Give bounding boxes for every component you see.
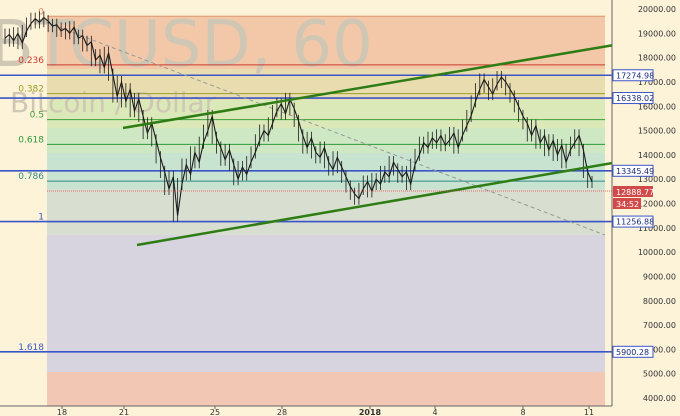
hline-tag-1: 16338.02	[616, 94, 654, 103]
y-tick-10: 10000.00	[638, 248, 676, 257]
price-series	[4, 11, 593, 222]
fib-label-2: 0.382	[18, 85, 44, 95]
hline-tag-bg-1	[612, 92, 654, 105]
zone-05-0618	[47, 128, 605, 153]
y-tick-4: 16000.00	[638, 102, 676, 111]
zone-below-1618	[47, 372, 605, 406]
bottom-axis-background	[0, 406, 680, 416]
x-tick-labels: 18 21 25 28 2018 4 8 11	[57, 406, 594, 416]
y-tick-3: 17000.00	[638, 78, 676, 87]
y-tick-14: 6000.00	[643, 345, 676, 354]
y-tick-7: 13000.00	[638, 175, 676, 184]
x-tick-5: 4	[432, 408, 437, 416]
watermark-symbol: BTCUSD, 60	[0, 8, 373, 82]
y-tick-5: 15000.00	[638, 127, 676, 136]
y-tick-12: 8000.00	[643, 297, 676, 306]
y-tick-labels: 20000.00 19000.00 18000.00 17000.00 16000.00…	[638, 5, 676, 403]
fib-label-0: 0	[38, 7, 44, 17]
current-price-label: 12888.77	[616, 188, 654, 197]
channel-upper-line	[122, 42, 621, 130]
countdown-label: 34:52	[616, 200, 639, 209]
y-tick-9: 11000.00	[638, 224, 676, 233]
y-tick-2: 18000.00	[638, 54, 676, 63]
fib-label-4: 0.618	[18, 135, 44, 145]
hline-tag-3: 11256.88	[616, 218, 654, 227]
zone-0-0236	[47, 17, 605, 69]
fib-label-7: 1.618	[18, 343, 44, 353]
countdown-tag-bg	[613, 198, 641, 209]
x-tick-0: 18	[57, 408, 67, 416]
x-tick-7: 11	[584, 408, 594, 416]
trend-channel	[122, 42, 631, 247]
hline-tag-bg-4	[612, 345, 654, 358]
current-price-tag: 12888.77 34:52	[613, 186, 654, 209]
y-tick-15: 5000.00	[643, 370, 676, 379]
y-tick-1: 19000.00	[638, 29, 676, 38]
x-tick-6: 8	[520, 408, 525, 416]
hline-tag-bg-0	[612, 69, 654, 82]
y-tick-0: 20000.00	[638, 5, 676, 14]
x-tick-2: 25	[210, 408, 220, 416]
watermark-name: Bitcoin / Dollar	[10, 86, 217, 119]
y-tick-6: 14000.00	[638, 151, 676, 160]
hline-tag-4: 5900.28	[616, 348, 649, 357]
x-tick-1: 21	[119, 408, 129, 416]
watermark: BTCUSD, 60 Bitcoin / Dollar	[0, 8, 373, 119]
x-tick-4: 2018	[359, 408, 382, 416]
y-tick-8: 12000.00	[638, 200, 676, 209]
zone-1-1618	[47, 235, 605, 372]
hline-tag-2: 13345.49	[616, 167, 654, 176]
fib-label-1: 0.236	[18, 56, 44, 66]
y-tick-16: 4000.00	[643, 394, 676, 403]
current-price-tag-bg	[613, 186, 653, 197]
fib-label-6: 1	[38, 213, 44, 223]
descending-dashed-trendline	[39, 19, 606, 236]
fib-label-3: 0.5	[30, 111, 44, 121]
bottom-axis: 18 21 25 28 2018 4 8 11	[0, 405, 680, 416]
hline-tag-0: 17274.98	[616, 71, 654, 80]
hline-tag-bg-2	[612, 164, 654, 177]
y-tick-13: 7000.00	[643, 321, 676, 330]
price-tags: 17274.98 16338.02 13345.49 11256.88 5900.28	[612, 69, 654, 358]
x-tick-3: 28	[277, 408, 287, 416]
fib-label-5: 0.786	[18, 172, 44, 182]
y-tick-11: 9000.00	[643, 272, 676, 281]
hline-tag-bg-3	[612, 215, 654, 228]
right-axis: 20000.00 19000.00 18000.00 17000.00 16000.00…	[611, 0, 680, 416]
channel-middle-line	[136, 158, 631, 247]
